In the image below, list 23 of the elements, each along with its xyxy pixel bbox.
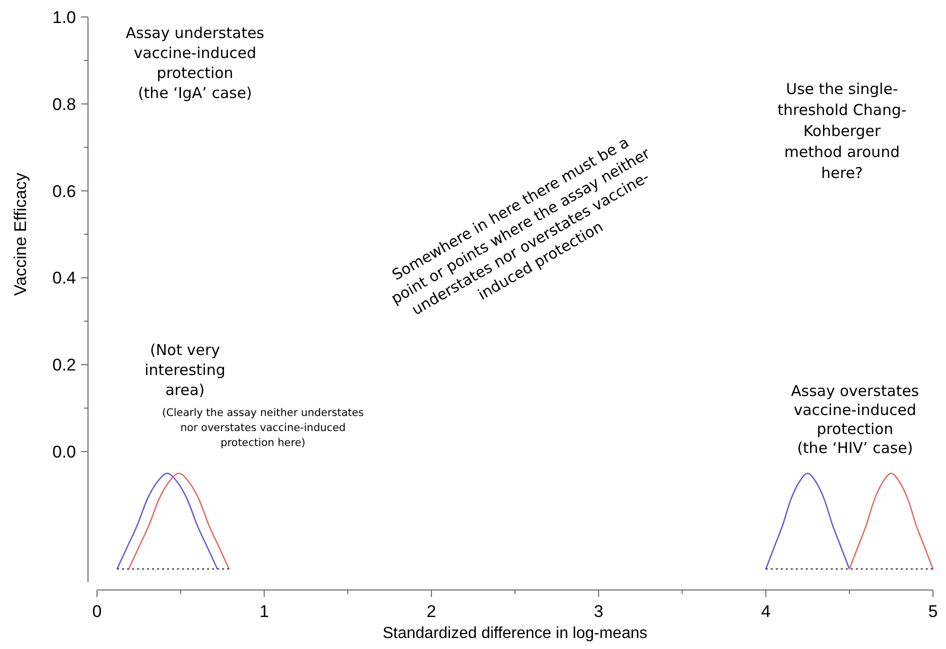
x-tick-label: 1 [259, 602, 269, 621]
annotation: Use the single- threshold Chang- Kohberger method around here? [777, 80, 907, 182]
y-axis-title: Vaccine Efficacy [11, 172, 30, 296]
y-tick-label: 0.2 [52, 356, 76, 375]
x-tick-label: 2 [426, 602, 436, 621]
line-series [116, 472, 218, 570]
annotation: Assay understates vaccine-induced protection (the ‘IgA’ case) [126, 24, 264, 102]
y-tick-label: 0.6 [52, 182, 76, 201]
x-tick-label: 5 [928, 602, 938, 621]
annotation: Assay overstates vaccine-induced protection (the ‘HIV’ case) [791, 382, 920, 457]
x-tick-label: 0 [92, 602, 102, 621]
y-tick-label: 1.0 [52, 8, 76, 27]
annotation: (Not very interesting area) [144, 341, 226, 399]
x-axis-title: Standardized difference in log-means [382, 625, 648, 642]
annotation: (Clearly the assay neither understates nor overstates vaccine-induced protection here) [162, 407, 364, 449]
y-tick-label: 0.4 [52, 268, 76, 288]
x-tick-label: 3 [594, 602, 604, 621]
y-tick-label: 0.8 [52, 94, 76, 114]
line-series [848, 472, 934, 570]
y-tick-label: 0.0 [52, 442, 76, 462]
x-tick-label: 4 [761, 602, 771, 621]
line-series [128, 472, 230, 570]
line-series [765, 472, 850, 570]
